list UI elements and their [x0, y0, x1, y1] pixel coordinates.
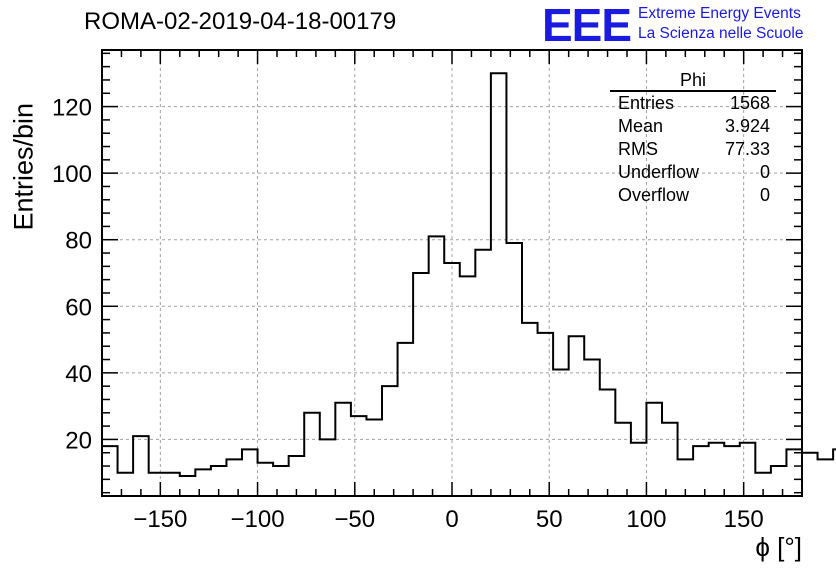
- histogram-bin: [709, 443, 725, 496]
- stats-row-label: Overflow: [618, 185, 690, 205]
- histogram-bin: [382, 386, 398, 496]
- x-tick-label: 0: [445, 506, 458, 533]
- histogram-outline: [101, 72, 836, 496]
- histogram-bin: [522, 323, 538, 496]
- histogram-bin: [335, 403, 351, 496]
- histogram-bin: [818, 459, 834, 496]
- histogram-bin: [180, 476, 196, 496]
- y-tick-label: 80: [65, 228, 92, 255]
- logo-caption: Extreme Energy Events La Scienza nelle S…: [638, 4, 803, 44]
- stats-row: Mean 3.924: [610, 115, 776, 138]
- stats-row-label: RMS: [618, 139, 658, 159]
- histogram-bin: [506, 243, 522, 496]
- chart-title: ROMA-02-2019-04-18-00179: [84, 8, 397, 35]
- histogram-bin: [693, 446, 709, 496]
- logo-caption-line1: Extreme Energy Events: [638, 5, 801, 22]
- histogram-bin: [164, 473, 180, 496]
- histogram-bin: [802, 453, 818, 496]
- histogram-bin: [491, 73, 507, 496]
- histogram-series: [101, 72, 836, 496]
- stats-row: Overflow 0: [610, 184, 776, 207]
- stats-row-label: Underflow: [618, 162, 700, 182]
- stats-box-title: Phi: [610, 70, 776, 92]
- histogram-bin: [226, 459, 242, 496]
- stats-row: Entries 1568: [610, 92, 776, 115]
- stats-rows: Entries 1568 Mean 3.924 RMS 77.33 Underflow 0 Ov…: [610, 92, 776, 207]
- stats-row-value: 77.33: [724, 139, 770, 159]
- x-tick-label: −150: [133, 506, 187, 533]
- histogram-bin: [351, 416, 367, 496]
- histogram-bin: [258, 463, 274, 496]
- histogram-bin: [740, 443, 756, 496]
- histogram-bin: [366, 419, 382, 496]
- histogram-bin: [538, 333, 554, 496]
- stats-row: Underflow 0: [610, 161, 776, 184]
- histogram-bin: [304, 413, 320, 496]
- histogram-bin: [553, 370, 569, 496]
- x-tick-label: 100: [626, 506, 666, 533]
- histogram-bin: [615, 423, 631, 496]
- x-tick-label: 150: [724, 506, 764, 533]
- histogram-bin: [771, 466, 787, 496]
- histogram-bin: [631, 443, 647, 496]
- histogram-bin: [320, 439, 336, 496]
- stats-row-label: Entries: [618, 93, 675, 113]
- histogram-bin: [600, 389, 616, 496]
- y-tick-label: 100: [52, 161, 92, 188]
- eee-logo: EEE: [542, 0, 632, 51]
- histogram-bin: [724, 446, 740, 496]
- histogram-bin: [584, 360, 600, 496]
- y-axis-label: Entries/bin: [4, 102, 44, 231]
- histogram-bin: [273, 466, 289, 496]
- y-axis-label-text: Entries/bin: [8, 102, 39, 231]
- histogram-bin: [242, 449, 258, 496]
- y-tick-label: 120: [52, 95, 92, 122]
- logo-caption-line2: La Scienza nelle Scuole: [638, 25, 804, 42]
- x-tick-label: −50: [334, 506, 375, 533]
- histogram-bin: [646, 403, 662, 496]
- stats-box: Phi Entries 1568 Mean 3.924 RMS 77.33 Underflo…: [610, 70, 776, 207]
- histogram-bin: [195, 469, 211, 496]
- x-axis-label: ϕ [°]: [755, 532, 802, 562]
- histogram-bin: [149, 473, 165, 496]
- histogram-bin: [398, 343, 414, 496]
- tick-labels: −150 −100 −50 0 50 100 150 20 40 60 80 100 120: [52, 95, 764, 533]
- histogram-bin: [786, 449, 802, 496]
- stats-row-value: 0: [759, 162, 770, 182]
- histogram-bin: [102, 446, 118, 496]
- x-tick-label: 50: [536, 506, 563, 533]
- stats-row-label: Mean: [618, 116, 664, 136]
- y-tick-label: 20: [65, 427, 92, 454]
- histogram-bin: [429, 236, 445, 496]
- histogram-bin: [118, 473, 134, 496]
- histogram-bin: [662, 423, 678, 496]
- histogram-bin: [460, 276, 476, 496]
- stats-row: RMS 77.33: [610, 138, 776, 161]
- histogram-bin: [569, 336, 585, 496]
- axis-ticks: [102, 50, 802, 496]
- grid-lines: [102, 50, 802, 496]
- y-tick-label: 60: [65, 294, 92, 321]
- histogram-bin: [133, 436, 149, 496]
- stats-row-value: 0: [759, 185, 770, 205]
- x-tick-label: −100: [231, 506, 285, 533]
- y-tick-label: 40: [65, 361, 92, 388]
- stats-row-value: 1568: [729, 93, 770, 113]
- stats-row-value: 3.924: [724, 116, 770, 136]
